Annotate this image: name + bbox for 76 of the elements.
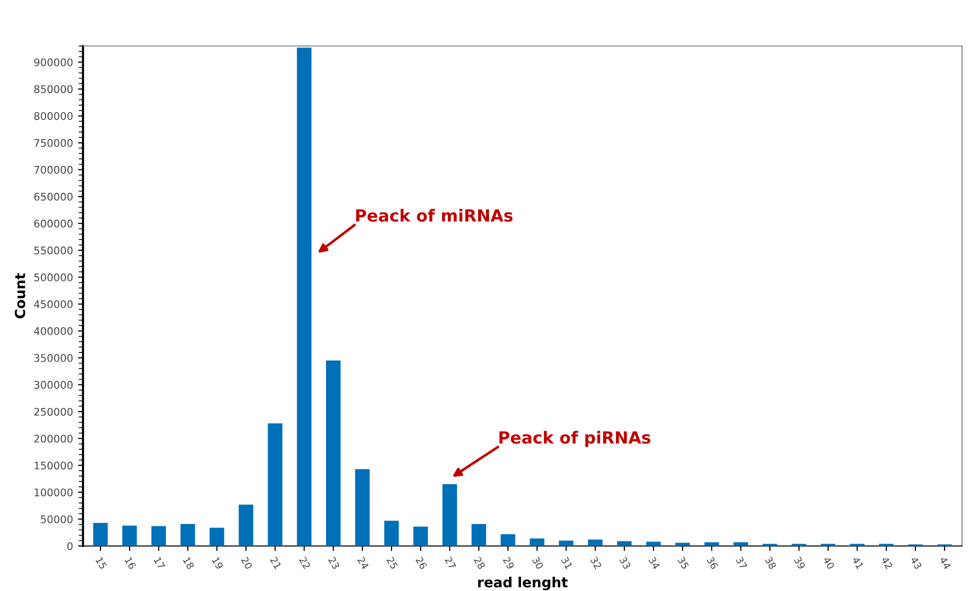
y-tick-label: 300000 xyxy=(34,380,73,389)
bar xyxy=(93,522,108,546)
x-tick-label: 33 xyxy=(619,556,631,570)
bar xyxy=(180,524,196,546)
y-tick-label: 50000 xyxy=(40,515,73,524)
y-tick-label: 800000 xyxy=(34,112,73,120)
y-axis-title: Count xyxy=(14,273,26,318)
x-tick-label: 40 xyxy=(822,556,835,570)
y-tick-label: 700000 xyxy=(34,166,73,174)
y-tick-label: 250000 xyxy=(34,408,73,416)
bar xyxy=(296,48,312,546)
x-tick-label: 21 xyxy=(270,556,282,570)
y-tick-label: 450000 xyxy=(34,300,73,308)
x-tick-label: 37 xyxy=(736,556,748,570)
bar xyxy=(617,541,632,546)
y-tick-label: 350000 xyxy=(34,354,73,362)
bar xyxy=(558,540,574,546)
bar xyxy=(210,528,224,546)
y-tick-label: 550000 xyxy=(34,246,73,254)
x-tick-label: 39 xyxy=(794,556,806,570)
x-tick-label: 27 xyxy=(444,556,456,570)
x-tick-label: 25 xyxy=(386,556,398,570)
x-tick-label: 34 xyxy=(648,556,660,570)
x-tick-label: 42 xyxy=(881,556,893,570)
x-tick-label: 30 xyxy=(532,556,544,570)
bar xyxy=(238,504,254,546)
y-tick-label: 850000 xyxy=(34,85,73,94)
x-tick-label: 26 xyxy=(415,556,428,570)
y-tick-label: 100000 xyxy=(34,488,73,496)
x-axis-title: read lenght xyxy=(478,576,568,590)
bar xyxy=(326,360,341,546)
x-tick-label: 17 xyxy=(154,556,166,570)
x-tick-label: 19 xyxy=(212,556,224,570)
y-tick-label: 600000 xyxy=(34,220,73,228)
bar xyxy=(472,524,486,546)
x-tick-label: 31 xyxy=(560,556,573,570)
x-tick-label: 20 xyxy=(240,556,253,570)
x-tick-label: 32 xyxy=(590,556,602,570)
bar xyxy=(675,542,690,546)
annotation: Peack of piRNAs xyxy=(499,430,650,447)
x-tick-label: 36 xyxy=(706,556,718,570)
x-tick-label: 35 xyxy=(677,556,690,570)
y-tick-label: 650000 xyxy=(34,192,73,201)
x-tick-label: 22 xyxy=(299,556,311,570)
bar xyxy=(268,423,282,546)
bar xyxy=(151,526,166,546)
bar xyxy=(530,538,544,546)
bar xyxy=(588,540,603,546)
y-tick-label: 500000 xyxy=(34,273,73,282)
bar xyxy=(413,526,428,546)
x-tick-label: 29 xyxy=(502,556,515,570)
x-tick-label: 16 xyxy=(124,556,136,570)
x-tick-label: 41 xyxy=(852,556,864,570)
x-tick-label: 15 xyxy=(95,556,107,570)
x-tick-label: 38 xyxy=(764,556,777,570)
y-tick-label: 750000 xyxy=(34,139,73,147)
bar xyxy=(384,520,399,546)
bar xyxy=(704,542,719,546)
bar xyxy=(500,534,516,546)
y-tick-label: 150000 xyxy=(34,462,73,470)
x-tick-label: 44 xyxy=(939,556,952,570)
bar xyxy=(734,542,748,546)
annotation: Peack of miRNAs xyxy=(356,208,513,222)
bar xyxy=(646,542,661,546)
bar xyxy=(355,469,370,546)
y-tick-label: 200000 xyxy=(34,434,73,443)
bar xyxy=(122,526,137,546)
x-tick-label: 18 xyxy=(182,556,194,570)
x-tick-label: 23 xyxy=(328,556,340,570)
bar xyxy=(442,484,458,546)
y-tick-label: 0 xyxy=(67,542,73,550)
x-tick-label: 28 xyxy=(474,556,486,570)
y-tick-label: 900000 xyxy=(34,58,73,66)
x-tick-label: 24 xyxy=(357,556,370,570)
y-tick-label: 400000 xyxy=(34,327,73,336)
x-tick-label: 43 xyxy=(910,556,922,570)
